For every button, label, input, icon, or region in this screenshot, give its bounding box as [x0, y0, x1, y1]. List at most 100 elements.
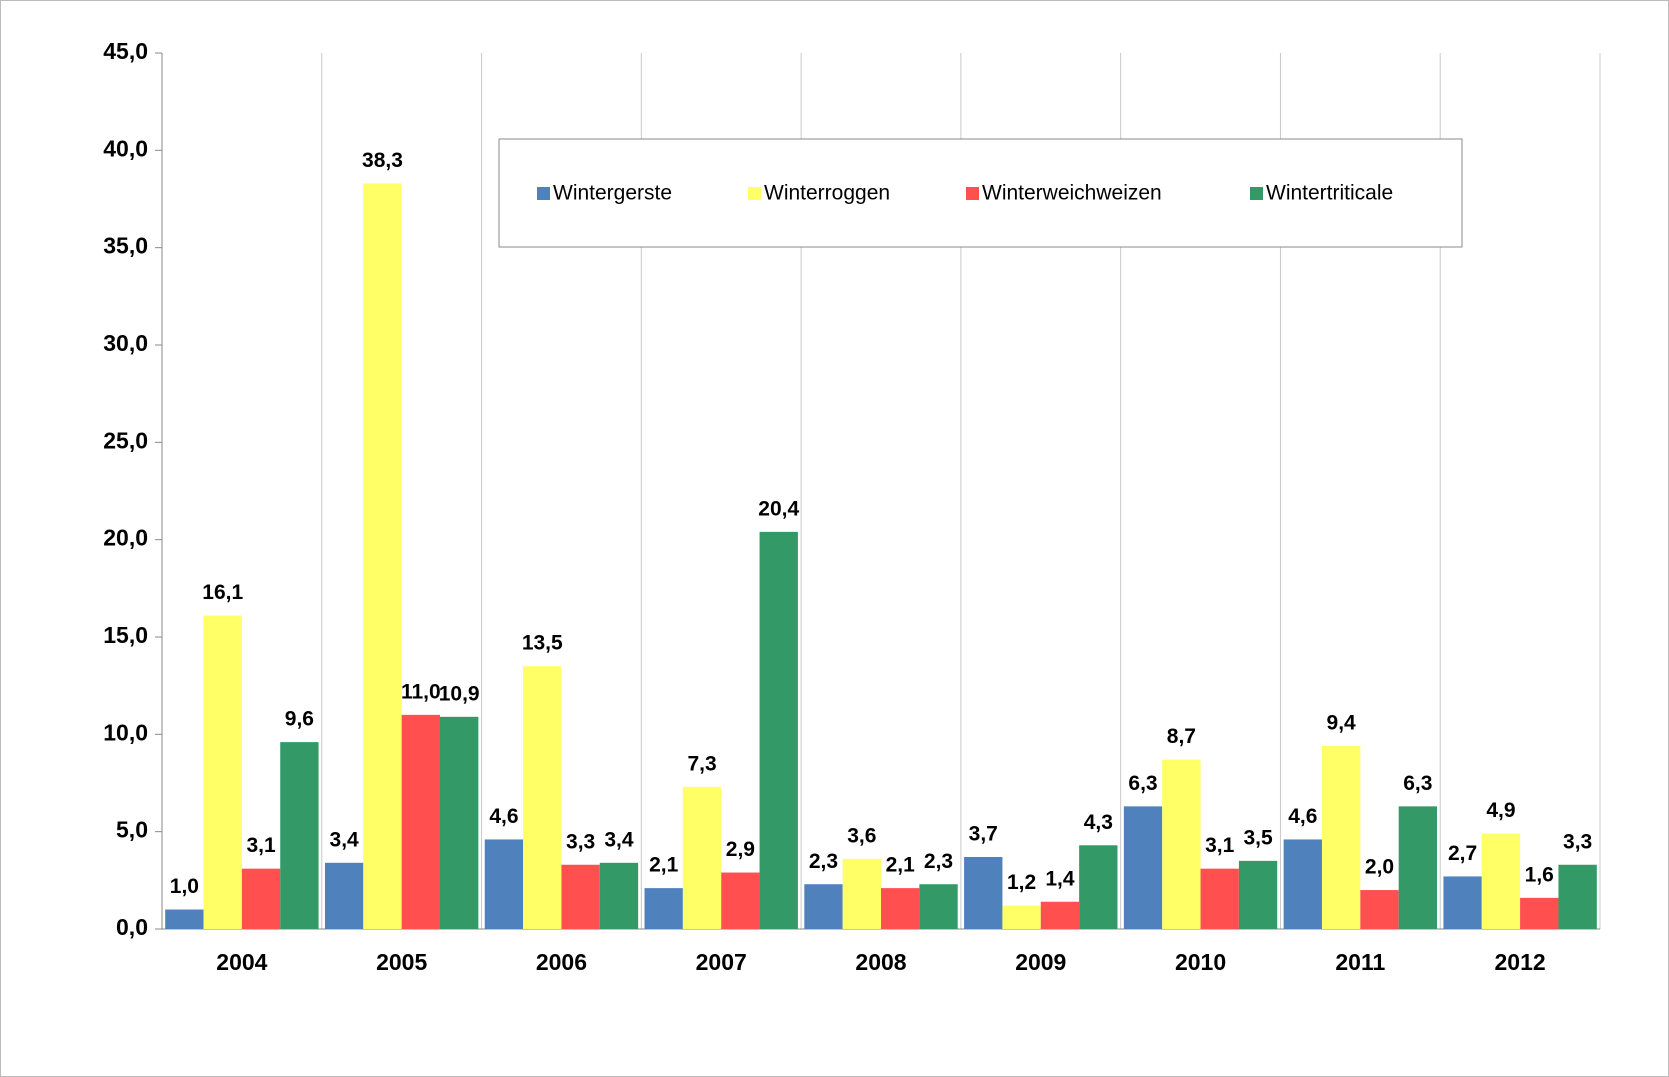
value-label: 2,0: [1365, 856, 1394, 879]
value-label: 2,1: [649, 854, 679, 877]
value-label: 20,4: [758, 497, 799, 520]
bar: [721, 872, 760, 929]
x-tick-label: 2011: [1335, 949, 1385, 975]
bar: [644, 888, 683, 929]
value-label: 3,1: [246, 834, 276, 857]
bar: [842, 858, 881, 929]
value-label: 13,5: [522, 632, 563, 655]
value-label: 1,2: [1007, 871, 1036, 894]
value-label: 2,7: [1448, 842, 1477, 865]
value-label: 7,3: [687, 752, 716, 775]
bar: [241, 868, 281, 929]
bar: [1123, 806, 1163, 929]
value-label: 3,4: [604, 828, 634, 851]
bar: [804, 884, 843, 929]
value-label: 2,3: [924, 850, 953, 873]
value-label: 6,3: [1403, 772, 1432, 795]
bar: [280, 742, 319, 929]
y-tick-label: 25,0: [103, 427, 148, 453]
value-label: 4,3: [1084, 811, 1113, 834]
bar: [165, 909, 204, 929]
bar: [523, 666, 562, 929]
bar: [759, 531, 798, 929]
legend-label: Winterweichweizen: [982, 182, 1162, 205]
bar: [1398, 806, 1438, 929]
x-tick-label: 2006: [536, 949, 587, 975]
value-label: 3,3: [1563, 830, 1592, 853]
x-tick-label: 2008: [855, 949, 906, 975]
value-label: 2,9: [726, 838, 755, 861]
bar: [484, 839, 524, 929]
y-tick-label: 15,0: [103, 622, 148, 648]
value-label: 1,6: [1525, 863, 1554, 886]
y-tick-label: 35,0: [103, 233, 148, 259]
legend-swatch: [1250, 187, 1263, 200]
x-tick-label: 2010: [1175, 949, 1226, 975]
value-label: 1,0: [170, 875, 199, 898]
bar: [401, 714, 441, 929]
bar: [1520, 897, 1559, 929]
value-label: 16,1: [202, 581, 243, 604]
bar: [1321, 746, 1361, 929]
x-tick-label: 2004: [216, 949, 267, 975]
legend-label: Wintergerste: [553, 182, 672, 205]
y-tick-label: 40,0: [103, 135, 148, 161]
value-label: 9,6: [285, 708, 314, 731]
bar: [1283, 839, 1322, 929]
bar: [561, 864, 600, 929]
bar: [324, 862, 364, 929]
legend-label: Wintertriticale: [1266, 182, 1393, 205]
bar: [1040, 901, 1080, 929]
bar: [1002, 905, 1041, 929]
bar: [599, 862, 639, 929]
bar: [203, 615, 242, 929]
x-tick-label: 2009: [1015, 949, 1066, 975]
bar: [1238, 860, 1278, 929]
value-label: 11,0: [401, 680, 441, 703]
value-label: 9,4: [1327, 712, 1357, 735]
value-label: 8,7: [1167, 725, 1196, 748]
y-tick-label: 5,0: [116, 817, 148, 843]
bar: [682, 786, 722, 929]
legend-swatch: [966, 187, 979, 200]
y-tick-label: 45,0: [103, 38, 148, 64]
value-label: 1,4: [1045, 867, 1075, 890]
bar: [1443, 876, 1482, 929]
bar: [1558, 864, 1597, 929]
bar: [440, 716, 479, 929]
value-label: 3,6: [847, 824, 876, 847]
value-label: 6,3: [1128, 772, 1157, 795]
legend-box: [498, 138, 1463, 248]
bar: [1079, 845, 1118, 929]
value-label: 4,6: [489, 805, 518, 828]
bar: [1200, 868, 1239, 929]
value-label: 2,3: [809, 850, 838, 873]
bar: [1162, 759, 1201, 929]
value-label: 2,1: [886, 854, 916, 877]
value-label: 4,9: [1486, 799, 1515, 822]
bar: [1481, 833, 1521, 929]
y-tick-label: 20,0: [103, 525, 148, 551]
bar: [881, 888, 920, 929]
bar: [1360, 890, 1399, 929]
x-tick-label: 2007: [696, 949, 747, 975]
value-label: 3,1: [1205, 834, 1235, 857]
value-label: 3,7: [969, 823, 998, 846]
value-label: 3,3: [566, 830, 595, 853]
value-label: 38,3: [362, 149, 403, 172]
bar: [919, 884, 958, 929]
bar: [964, 856, 1003, 929]
legend-label: Winterroggen: [764, 182, 890, 205]
value-label: 4,6: [1288, 805, 1317, 828]
x-tick-label: 2005: [376, 949, 427, 975]
value-label: 3,5: [1243, 826, 1273, 849]
x-tick-label: 2012: [1495, 949, 1546, 975]
legend-swatch: [537, 187, 550, 200]
bar: [363, 183, 402, 930]
value-label: 10,9: [439, 682, 480, 705]
y-tick-label: 10,0: [103, 719, 148, 745]
y-tick-label: 0,0: [116, 914, 148, 940]
value-label: 3,4: [330, 828, 360, 851]
legend-swatch: [748, 187, 761, 200]
